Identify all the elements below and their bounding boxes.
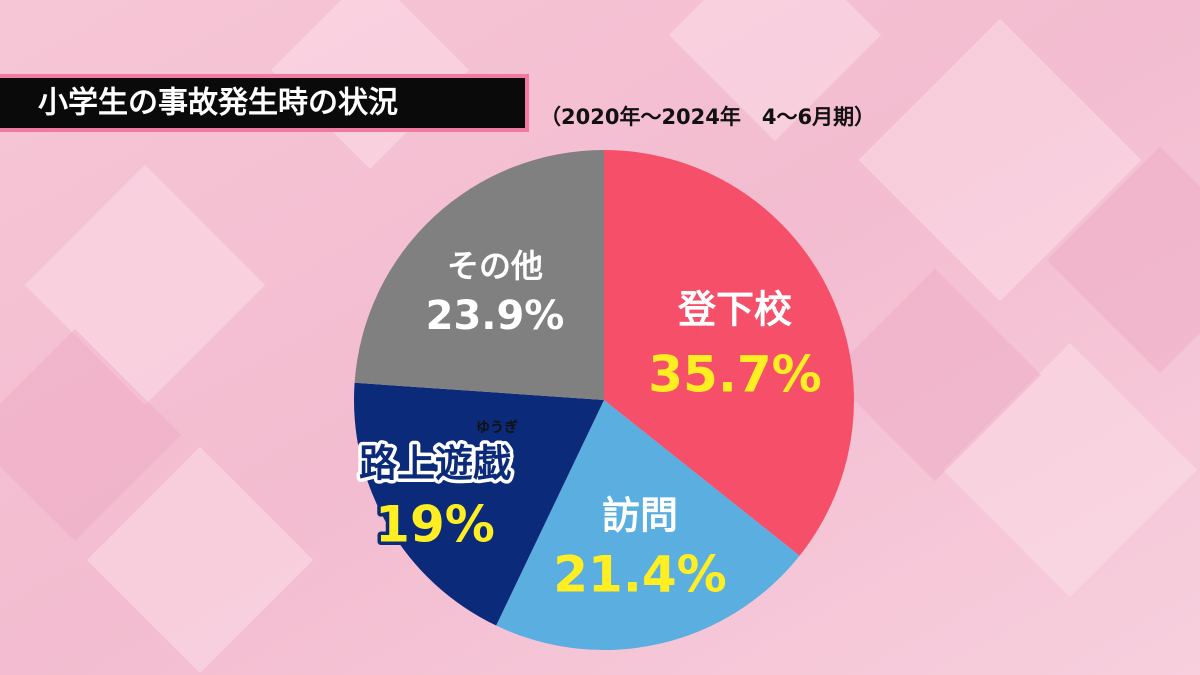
pie-slice xyxy=(496,400,800,650)
value-label: 23.9% xyxy=(426,293,565,339)
value-label: 21.4% xyxy=(553,546,726,604)
pie-slice xyxy=(354,150,604,400)
labels: 登下校 35.7% 訪問 21.4% 路上遊戯 19% その他 23.9% ゆうぎ xyxy=(355,247,821,604)
title-box xyxy=(0,74,529,132)
ruby: ゆうぎ xyxy=(476,419,518,436)
pie xyxy=(354,150,855,650)
chart-subtitle: （2020年～2024年 4～6月期） xyxy=(540,105,875,129)
slice-label: 登下校 xyxy=(677,288,792,332)
pie-slice xyxy=(354,382,604,626)
slice-label: 訪問 xyxy=(602,494,678,538)
chart-title: 小学生の事故発生時の状況 xyxy=(38,86,398,121)
slice-label: その他 xyxy=(447,247,543,285)
slice-label: 路上遊戯 xyxy=(359,442,511,486)
value-label: 19% xyxy=(375,496,495,554)
pie-slice xyxy=(604,150,855,556)
value-label: 35.7% xyxy=(648,346,821,404)
